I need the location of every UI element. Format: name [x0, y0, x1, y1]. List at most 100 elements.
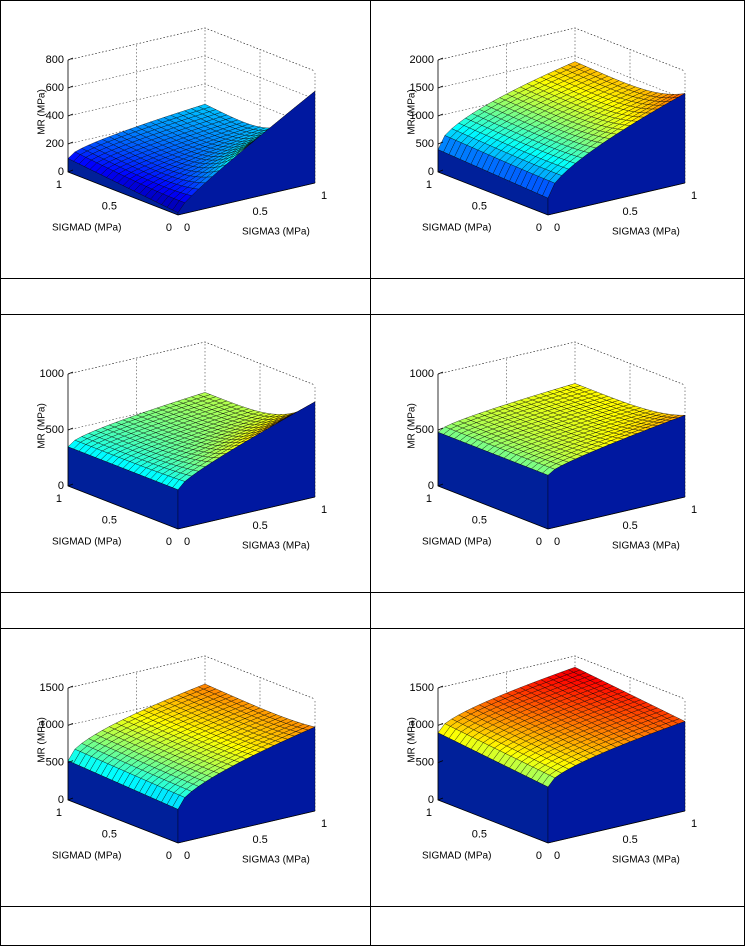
x-axis-label: SIGMAD (MPa) — [422, 537, 491, 548]
surface-wall — [437, 732, 549, 844]
x-tick-label: 0.5 — [102, 514, 117, 526]
tick-mark — [67, 797, 74, 801]
z-axis-label: MR (MPa) — [37, 403, 48, 449]
x-tick-label: 0.5 — [472, 828, 487, 840]
y-axis-label: SIGMA3 (MPa) — [242, 855, 310, 866]
tick-mark — [67, 371, 74, 375]
tick-mark — [437, 371, 444, 375]
y-tick-label: 0.5 — [623, 834, 638, 846]
tick-mark — [437, 169, 444, 173]
z-axis-label: MR (MPa) — [407, 89, 418, 135]
z-tick-label: 500 — [416, 424, 434, 436]
z-tick-label: 1500 — [410, 82, 434, 94]
surface-wall — [547, 721, 686, 844]
tick-mark — [437, 427, 444, 431]
box-edge — [67, 341, 316, 386]
tick-mark — [67, 427, 74, 431]
x-tick-label: 0 — [166, 222, 172, 234]
z-tick-label: 1000 — [410, 719, 434, 731]
surface-wall — [437, 149, 549, 216]
surface-wall — [67, 446, 179, 530]
z-tick-label: 0 — [428, 794, 434, 806]
tick-mark — [67, 760, 74, 764]
y-axis-label: SIGMA3 (MPa) — [612, 227, 680, 238]
tick-mark — [437, 760, 444, 764]
grid-line — [437, 55, 686, 100]
box-edge — [437, 27, 686, 72]
x-tick-label: 1 — [56, 493, 62, 505]
x-axis-label: SIGMAD (MPa) — [52, 223, 121, 234]
tick-mark — [67, 85, 74, 89]
z-tick-label: 1000 — [410, 368, 434, 380]
grid-line — [437, 341, 686, 386]
z-tick-label: 500 — [46, 757, 64, 769]
tick-mark — [67, 57, 74, 61]
y-tick-label: 0 — [184, 536, 190, 548]
surface-wall — [67, 158, 179, 216]
grid-line — [67, 55, 316, 100]
y-tick-label: 0 — [184, 222, 190, 234]
box-edge — [67, 27, 316, 72]
box-edge — [437, 341, 686, 386]
z-tick-label: 1500 — [40, 682, 64, 694]
x-axis-label: SIGMAD (MPa) — [52, 851, 121, 862]
y-tick-label: 0.5 — [623, 520, 638, 532]
y-axis-label: SIGMA3 (MPa) — [612, 541, 680, 552]
y-tick-label: 0 — [554, 222, 560, 234]
x-tick-label: 1 — [426, 179, 432, 191]
y-tick-label: 0.5 — [253, 834, 268, 846]
tick-mark — [437, 483, 444, 487]
tick-mark — [67, 685, 74, 689]
surface-wall — [177, 726, 316, 844]
y-axis-label: SIGMA3 (MPa) — [612, 855, 680, 866]
x-tick-label: 0.5 — [102, 200, 117, 212]
z-axis-label: MR (MPa) — [37, 89, 48, 135]
tick-mark — [437, 85, 444, 89]
x-tick-label: 1 — [426, 807, 432, 819]
surface-wall — [67, 760, 179, 844]
tick-mark — [437, 113, 444, 117]
y-tick-label: 1 — [321, 190, 327, 202]
z-axis-label: MR (MPa) — [407, 717, 418, 763]
x-tick-label: 0 — [166, 850, 172, 862]
surface-wall — [177, 90, 316, 216]
tick-mark — [437, 57, 444, 61]
z-tick-label: 1000 — [40, 368, 64, 380]
x-tick-label: 0.5 — [102, 828, 117, 840]
surface-wall — [437, 431, 549, 530]
grid-line — [67, 83, 316, 128]
z-tick-label: 0 — [58, 480, 64, 492]
y-tick-label: 1 — [691, 504, 697, 516]
z-tick-label: 400 — [46, 110, 64, 122]
tick-mark — [437, 797, 444, 801]
x-tick-label: 0 — [536, 850, 542, 862]
tick-mark — [437, 685, 444, 689]
grid-line — [437, 655, 686, 700]
z-tick-label: 0 — [428, 166, 434, 178]
y-tick-label: 0 — [554, 536, 560, 548]
z-tick-label: 1000 — [410, 110, 434, 122]
x-tick-label: 1 — [56, 807, 62, 819]
x-axis-label: SIGMAD (MPa) — [422, 851, 491, 862]
x-tick-label: 0 — [166, 536, 172, 548]
z-tick-label: 200 — [46, 138, 64, 150]
y-tick-label: 0 — [184, 850, 190, 862]
x-tick-label: 0 — [536, 536, 542, 548]
y-tick-label: 1 — [321, 504, 327, 516]
z-axis-label: MR (MPa) — [37, 717, 48, 763]
grid-line — [67, 655, 316, 700]
axis-line — [437, 688, 686, 844]
y-tick-label: 0.5 — [253, 206, 268, 218]
tick-mark — [67, 113, 74, 117]
y-axis-label: SIGMA3 (MPa) — [242, 541, 310, 552]
tick-mark — [437, 722, 444, 726]
z-tick-label: 600 — [46, 82, 64, 94]
z-tick-label: 0 — [428, 480, 434, 492]
axis-line — [67, 688, 316, 844]
surface-wall — [177, 401, 316, 530]
tick-mark — [67, 722, 74, 726]
y-tick-label: 1 — [691, 190, 697, 202]
z-tick-label: 500 — [416, 138, 434, 150]
